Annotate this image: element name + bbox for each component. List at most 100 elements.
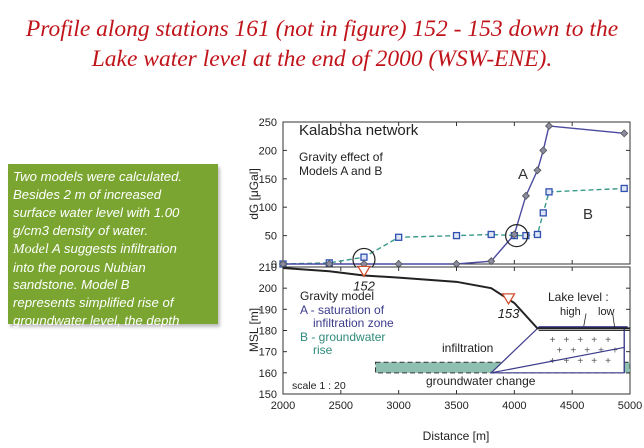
description-line: Two models were calculated.: [13, 169, 183, 184]
y-tick-label: 100: [259, 202, 277, 214]
x-tick-label: 4500: [560, 400, 584, 412]
legend-b-line-2: rise: [313, 343, 333, 357]
gravity-chart: 0 50 100 150 200 250 Kalabsha network Gravity…: [247, 117, 631, 272]
plus-marker: +: [570, 346, 576, 357]
y-tick-label: 190: [259, 304, 277, 316]
legend-a-line-2: infiltration zone: [313, 316, 394, 330]
description-line: surface water level with 1.00: [13, 204, 180, 220]
series-b-point: [545, 188, 553, 196]
plus-marker: +: [577, 335, 583, 346]
series-b-point: [395, 233, 403, 241]
y-tick-label: 0: [271, 259, 277, 271]
plus-marker: +: [577, 356, 583, 367]
x-tick-label: 2500: [329, 400, 353, 412]
y-tick-label: 50: [265, 231, 277, 243]
infiltration-label: infiltration: [442, 341, 493, 355]
cross-section-y-axis-label: MSL [m]: [247, 308, 261, 352]
series-a-point: [487, 257, 496, 266]
legend-b-line-1: B - groundwater: [300, 330, 385, 344]
y-tick-label: 160: [259, 368, 277, 380]
description-line: sandstone. Model B: [13, 277, 130, 293]
plus-marker: +: [598, 346, 604, 357]
cross-section-x-axis-label: Distance [m]: [423, 429, 490, 443]
gravity-model-title: Gravity model: [300, 289, 374, 303]
groundwater-change-label: groundwater change: [426, 374, 536, 388]
series-b-point: [539, 209, 547, 217]
surface-profile-line: [282, 267, 630, 330]
series-b-line: [282, 187, 625, 265]
plus-marker: +: [612, 346, 618, 357]
plus-marker: +: [557, 346, 563, 357]
series-a-point: [510, 230, 519, 239]
series-b-point: [360, 253, 368, 261]
plus-marker: +: [605, 356, 611, 367]
series-a-line: [283, 125, 625, 265]
description-line: from distance sources.: [13, 349, 146, 365]
series-a-label: A: [518, 166, 528, 183]
x-tick-label: 2000: [271, 400, 295, 412]
description-text: Two models were calculated. Besides 2 m …: [13, 168, 212, 366]
x-tick-label: 4000: [502, 400, 526, 412]
gravity-chart-subtitle-1: Gravity effect of: [299, 150, 383, 164]
series-b-point: [452, 231, 461, 240]
y-tick-label: 200: [259, 283, 277, 295]
infiltration-boundary: [491, 346, 625, 374]
series-b-point: [487, 230, 495, 239]
x-tick-label: 3500: [444, 400, 468, 412]
y-tick-label: 200: [259, 145, 277, 157]
plus-marker: +: [605, 335, 611, 346]
plus-marker: +: [550, 335, 556, 346]
station-marker: [501, 293, 516, 306]
gravity-chart-title: Kalabsha network: [299, 122, 419, 139]
series-a-point: [620, 129, 629, 138]
lake-low-pointer: [612, 313, 616, 330]
plus-marker: +: [584, 346, 590, 357]
series-b-label: B: [583, 206, 593, 223]
description-line: A suggests infiltration: [48, 240, 177, 256]
series-b-point: [533, 230, 542, 239]
lake-level-low-label: low: [598, 306, 615, 318]
series-a-point: [521, 191, 530, 200]
title-line-2: Lake water level at the end of 2000 (WSW…: [91, 46, 553, 72]
description-line: of which is only estimated: [13, 331, 164, 347]
model-word: Model: [13, 241, 49, 257]
description-line: groundwater level, the depth: [13, 313, 180, 329]
station-label: 153: [498, 306, 520, 321]
series-b-point: [522, 231, 530, 240]
station-label: 152: [353, 278, 375, 293]
series-a-point: [539, 146, 548, 155]
y-tick-label: 170: [259, 347, 277, 359]
plus-marker: +: [563, 356, 569, 367]
description-line: into the porous Nubian: [13, 259, 146, 275]
lake-level-label: Lake level :: [548, 290, 609, 304]
cross-section-chart: 2000 2500 3000 3500 4000 4500 5000 15016017018…: [247, 262, 642, 443]
plus-marker: +: [563, 335, 569, 346]
series-a-point: [544, 121, 554, 131]
station-marker: [356, 265, 372, 278]
y-tick-label: 150: [259, 389, 277, 401]
y-tick-label: 150: [259, 174, 277, 186]
y-tick-label: 180: [259, 326, 277, 338]
description-line: g/cm3 density of water.: [13, 222, 149, 238]
description-line: represents simplified rise of: [13, 295, 174, 311]
plus-marker: +: [591, 356, 597, 367]
y-tick-label: 250: [259, 117, 277, 129]
series-b-point: [620, 184, 628, 193]
gravity-chart-subtitle-2: Models A and B: [299, 164, 382, 178]
gravity-chart-y-axis-label: dG [μGal]: [247, 168, 261, 220]
x-tick-label: 3000: [386, 400, 410, 412]
x-tick-label: 5000: [618, 400, 642, 412]
scale-label: scale 1 : 20: [292, 380, 346, 392]
title-line-1: Profile along stations 161 (not in figur…: [25, 16, 619, 42]
series-a-point: [533, 166, 542, 175]
legend-a-line-1: A - saturation of: [300, 303, 385, 317]
gravity-chart-frame: [282, 121, 631, 265]
description-panel: Two models were calculated. Besides 2 m …: [8, 164, 218, 364]
description-line: Besides 2 m of increased: [13, 186, 162, 202]
lake-level-high-label: high: [560, 306, 581, 318]
highlight-circle: [505, 224, 529, 248]
slide-title: Profile along stations 161 (not in figur…: [0, 14, 644, 74]
y-tick-label: 210: [259, 262, 277, 274]
plus-marker: +: [591, 335, 597, 346]
